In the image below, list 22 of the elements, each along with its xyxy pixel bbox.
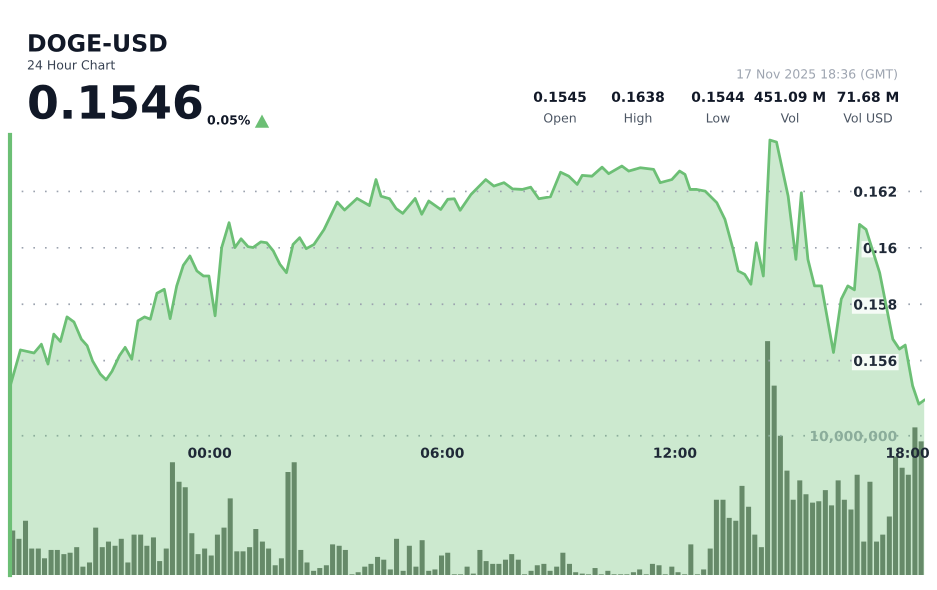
text: 0.1544 <box>692 92 744 102</box>
x-tick-label: 18:00 <box>887 447 929 458</box>
text: 0.1546 <box>29 84 202 120</box>
y2-tick-label: 10,000,000 <box>810 430 897 444</box>
text: 0.1545 <box>534 92 586 102</box>
text: 17 Nov 2025 18:36 (GMT) <box>737 68 897 80</box>
x-tick-label: 12:00 <box>654 447 696 458</box>
chart-subtitle: 24 Hour Chart <box>28 60 116 70</box>
y-tick-label: 0.162 <box>854 186 896 197</box>
chart-title: DOGE-USD <box>29 34 167 52</box>
x-tick-label: 00:00 <box>188 447 232 458</box>
text: High <box>624 112 652 126</box>
text: Vol <box>780 112 798 123</box>
text: 451.09 M <box>754 92 825 102</box>
text: 0.05% <box>208 115 250 125</box>
text: Vol USD <box>843 112 892 123</box>
text: 71.68 M <box>838 92 898 102</box>
text: Low <box>706 113 730 123</box>
x-tick-label: 06:00 <box>420 447 464 458</box>
text: 0.1638 <box>612 92 664 102</box>
y-tick-label: 0.156 <box>854 356 896 366</box>
text: Open <box>544 113 576 126</box>
